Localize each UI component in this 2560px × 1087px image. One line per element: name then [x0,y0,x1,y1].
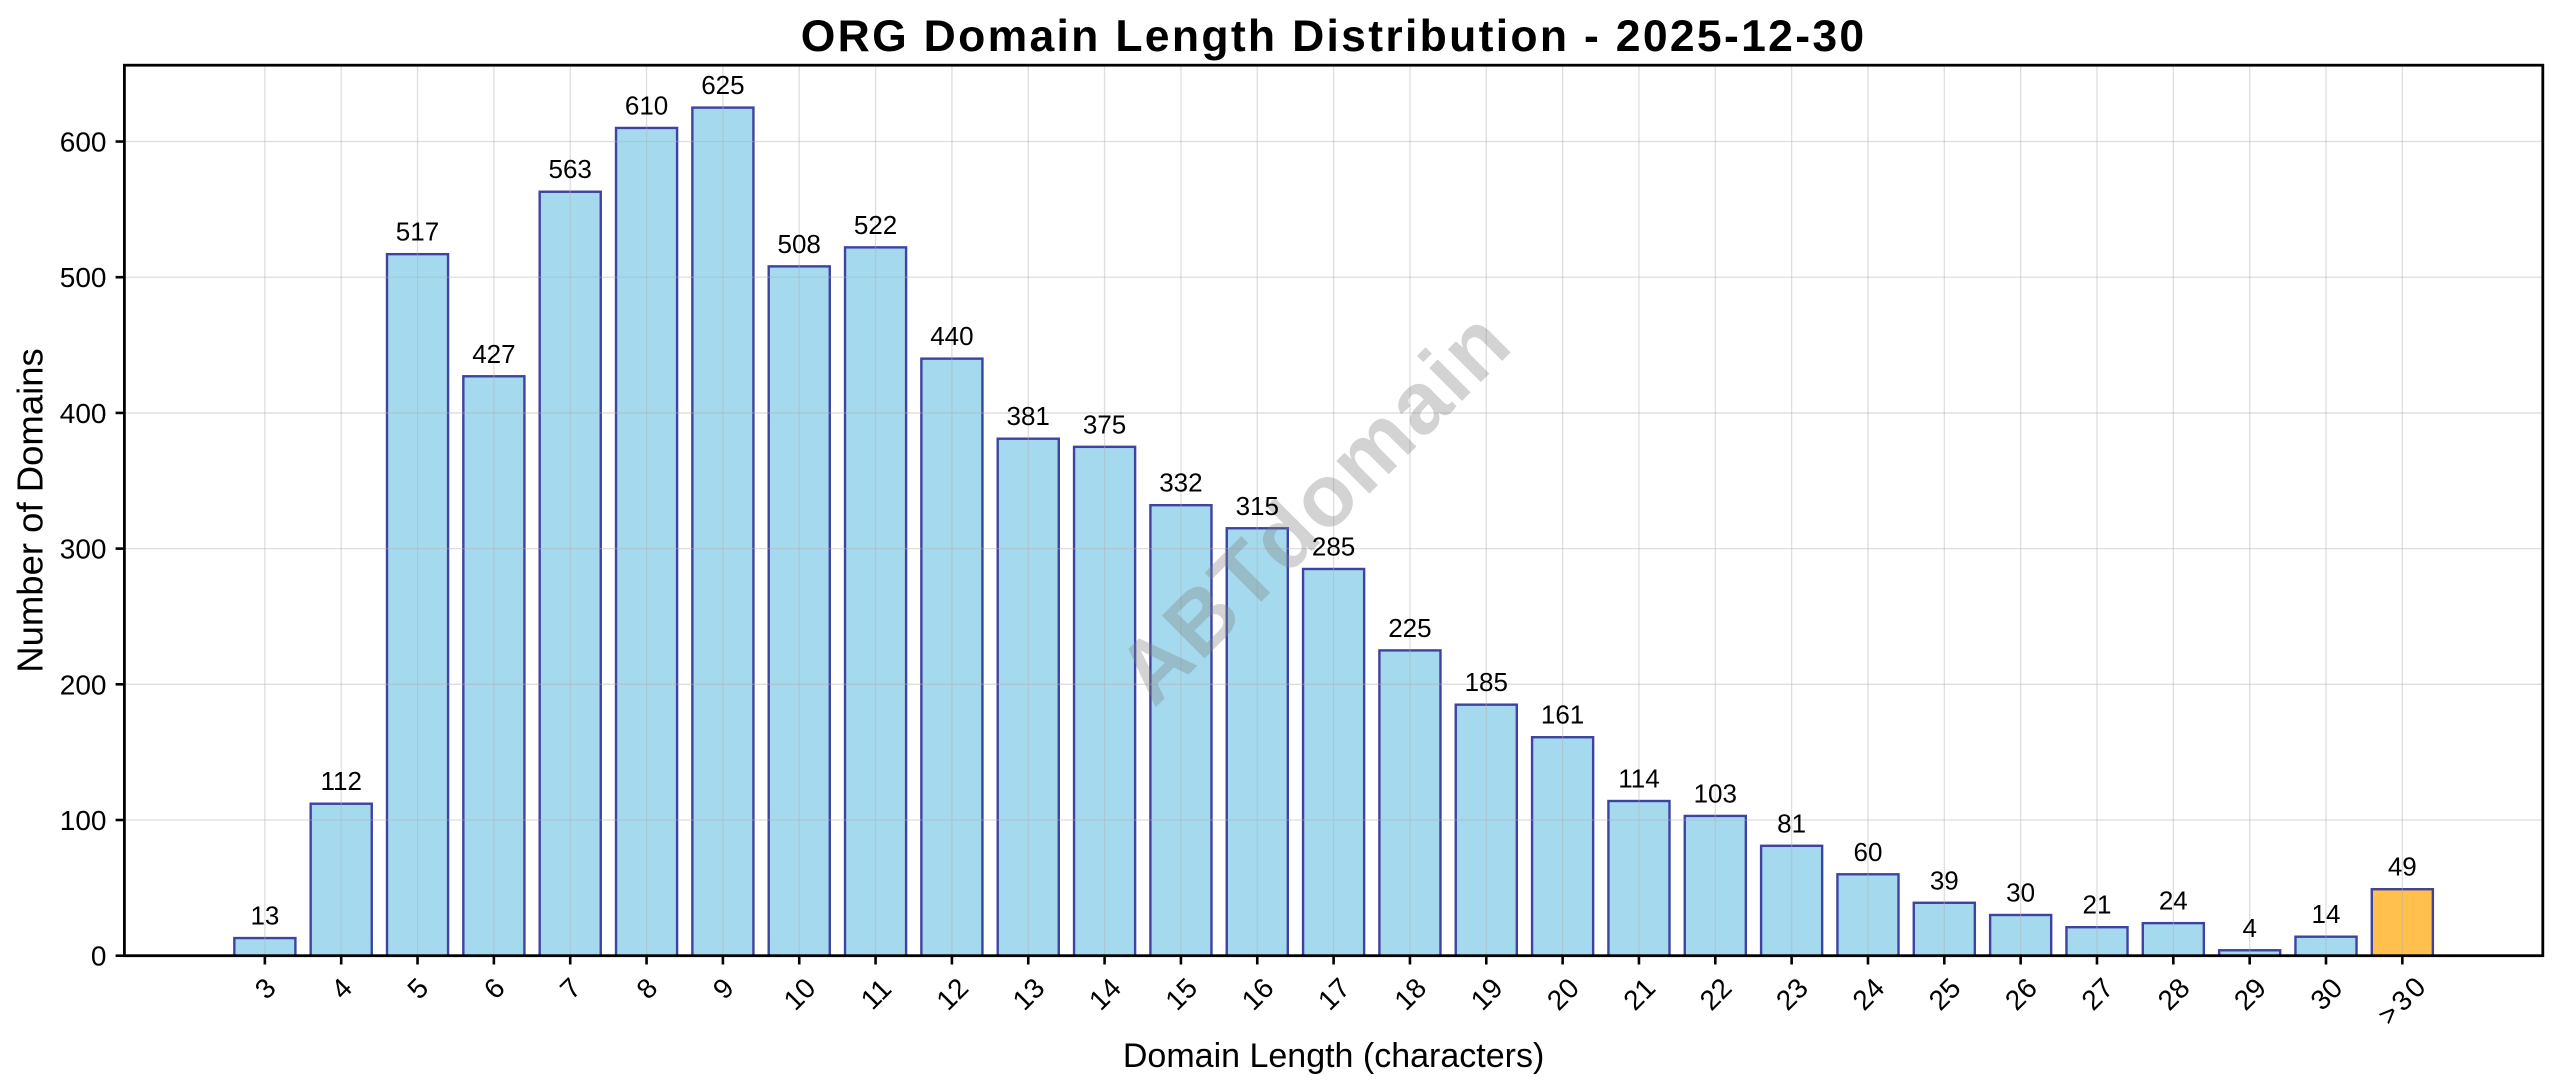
svg-text:625: 625 [701,70,744,100]
svg-text:14: 14 [2312,899,2341,929]
svg-text:100: 100 [60,805,107,836]
svg-text:427: 427 [472,339,515,369]
svg-text:161: 161 [1541,700,1584,730]
svg-text:30: 30 [2006,878,2035,908]
svg-text:500: 500 [60,262,107,293]
svg-text:60: 60 [1854,837,1883,867]
svg-text:400: 400 [60,398,107,429]
svg-text:185: 185 [1465,667,1508,697]
svg-text:440: 440 [930,321,973,351]
svg-text:300: 300 [60,534,107,565]
svg-text:49: 49 [2388,852,2417,882]
svg-text:225: 225 [1388,613,1431,643]
svg-text:381: 381 [1007,401,1050,431]
svg-text:Domain Length (characters): Domain Length (characters) [1123,1037,1544,1075]
svg-text:610: 610 [625,91,668,121]
svg-text:315: 315 [1236,491,1279,521]
svg-text:Number of Domains: Number of Domains [10,348,51,673]
svg-text:285: 285 [1312,532,1355,562]
svg-text:39: 39 [1930,865,1959,895]
svg-text:13: 13 [250,901,279,931]
svg-text:200: 200 [60,669,107,700]
svg-text:0: 0 [91,941,107,972]
svg-text:114: 114 [1618,764,1659,794]
svg-text:ORG Domain Length Distribution: ORG Domain Length Distribution - 2025-12… [801,12,1867,61]
svg-text:508: 508 [778,229,821,259]
svg-text:600: 600 [60,127,107,158]
svg-text:522: 522 [854,210,897,240]
svg-text:24: 24 [2159,886,2188,916]
svg-text:21: 21 [2083,890,2112,920]
svg-text:81: 81 [1777,808,1806,838]
svg-text:332: 332 [1159,468,1202,498]
svg-text:4: 4 [2242,913,2256,943]
svg-text:375: 375 [1083,409,1126,439]
svg-text:103: 103 [1694,778,1737,808]
svg-text:517: 517 [396,217,439,247]
svg-text:112: 112 [320,766,361,796]
svg-text:563: 563 [549,154,592,184]
